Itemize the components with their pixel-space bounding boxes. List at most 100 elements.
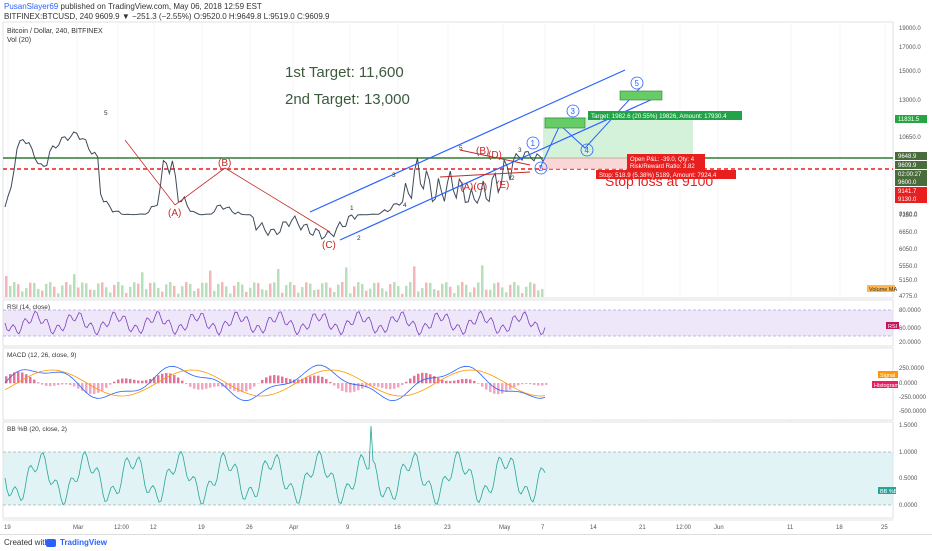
- volume-bar: [105, 287, 108, 297]
- volume-bar: [301, 287, 304, 297]
- time-tick-label: 19: [198, 525, 205, 531]
- volume-bar: [137, 284, 140, 297]
- volume-bar: [309, 283, 312, 297]
- circle-label-3: 3: [571, 107, 576, 116]
- volume-bar: [541, 289, 544, 297]
- volume-bar: [81, 282, 84, 297]
- macd-pane: [3, 348, 893, 420]
- volume-bar: [173, 286, 176, 297]
- time-tick-label: 21: [639, 525, 646, 531]
- time-tick-label: 26: [246, 525, 253, 531]
- macd-hist-bar: [441, 380, 444, 384]
- macd-hist-bar: [313, 376, 316, 384]
- macd-tick-label: 250.0000: [899, 366, 925, 372]
- volume-bar: [53, 287, 56, 297]
- macd-hist-bar: [457, 380, 460, 383]
- chart-title: Bitcoin / Dollar, 240, BITFINEX: [7, 28, 103, 35]
- volume-bar: [25, 288, 28, 297]
- macd-hist-bar: [397, 383, 400, 387]
- macd-hist-bar: [477, 383, 480, 384]
- macd-hist-bar: [421, 373, 424, 384]
- volume-bar: [505, 292, 508, 297]
- price-tick-label: 19000.0: [899, 26, 921, 32]
- volume-bar: [313, 290, 316, 297]
- tradingview-brand-link[interactable]: TradingView: [60, 535, 107, 551]
- macd-hist-bar: [93, 383, 96, 394]
- volume-bar: [377, 283, 380, 297]
- volume-bar: [85, 283, 88, 297]
- macd-tick-label: -500.0000: [899, 409, 927, 415]
- macd-hist-bar: [377, 383, 380, 387]
- macd-hist-bar: [41, 383, 44, 385]
- volume-bar: [49, 282, 52, 297]
- volume-bar: [273, 282, 276, 297]
- price-tags: 11831.59648.99609.902:00:279600.09141.79…: [895, 115, 927, 203]
- volume-bar: [449, 287, 452, 297]
- volume-bar: [305, 282, 308, 297]
- macd-hist-bar: [33, 380, 36, 384]
- volume-bar: [89, 290, 92, 297]
- first-target-box: [545, 118, 585, 128]
- footer: Created with TradingView: [0, 534, 932, 551]
- macd-hist-bar: [189, 383, 192, 387]
- volume-bar: [493, 283, 496, 297]
- volume-bar: [233, 286, 236, 297]
- vol-label: Vol (20): [7, 37, 31, 44]
- macd-hist-bar: [269, 376, 272, 384]
- price-tag-label: 9130.0: [898, 197, 917, 203]
- volume-bar: [69, 285, 72, 297]
- macd-hist-bar: [389, 383, 392, 389]
- volume-bar: [393, 282, 396, 297]
- volume-bar: [317, 289, 320, 297]
- price-tick-label: 10650.0: [899, 135, 921, 141]
- macd-hist-bar: [217, 383, 220, 386]
- volume-bar: [73, 274, 76, 297]
- chart-canvas[interactable]: Bitcoin / Dollar, 240, BITFINEX Vol (20)…: [0, 0, 932, 534]
- wave-label-e: (E): [496, 180, 509, 191]
- macd-hist-bar: [317, 376, 320, 384]
- macd-hist-bar: [381, 383, 384, 388]
- volume-bar: [529, 282, 532, 297]
- volume-bar: [285, 285, 288, 297]
- macd-hist-bar: [69, 383, 72, 385]
- signal-legend: Signal: [880, 373, 895, 379]
- volume-bar: [249, 288, 252, 297]
- circle-label-2: 2: [539, 164, 544, 173]
- macd-hist-bar: [385, 383, 388, 389]
- macd-hist-bar: [209, 383, 212, 388]
- macd-hist-bar: [285, 378, 288, 383]
- volume-bar: [209, 271, 212, 297]
- macd-hist-bar: [461, 379, 464, 383]
- volume-bar: [281, 293, 284, 297]
- macd-hist-bar: [201, 383, 204, 390]
- volume-bar: [345, 268, 348, 297]
- volume-bar: [425, 283, 428, 297]
- macd-hist-bar: [413, 376, 416, 384]
- time-tick-label: 18: [836, 525, 843, 531]
- macd-hist-bar: [173, 375, 176, 383]
- macd-hist-bar: [265, 377, 268, 383]
- volume-bar: [517, 285, 520, 297]
- volume-bar: [149, 283, 152, 297]
- volume-bar: [365, 291, 368, 297]
- volume-bar: [453, 293, 456, 297]
- volume-bar: [501, 287, 504, 297]
- macd-hist-bar: [429, 374, 432, 383]
- volume-bar: [289, 282, 292, 297]
- first-target-label: 1st Target: 11,600: [285, 64, 404, 81]
- volume-bar: [461, 282, 464, 297]
- price-tick-label: 5150.0: [899, 278, 918, 284]
- macd-hist-bar: [493, 383, 496, 394]
- macd-hist-bar: [545, 383, 548, 385]
- time-tick-label: Jun: [714, 525, 724, 531]
- volume-bar: [325, 282, 328, 297]
- volume-bar: [45, 284, 48, 297]
- volume-bar: [337, 285, 340, 297]
- price-tick-label: 7250.0: [899, 213, 918, 219]
- volume-bar: [13, 282, 16, 297]
- macd-hist-bar: [309, 376, 312, 383]
- histogram-legend: Histogram: [874, 383, 899, 389]
- volume-bar: [21, 291, 24, 297]
